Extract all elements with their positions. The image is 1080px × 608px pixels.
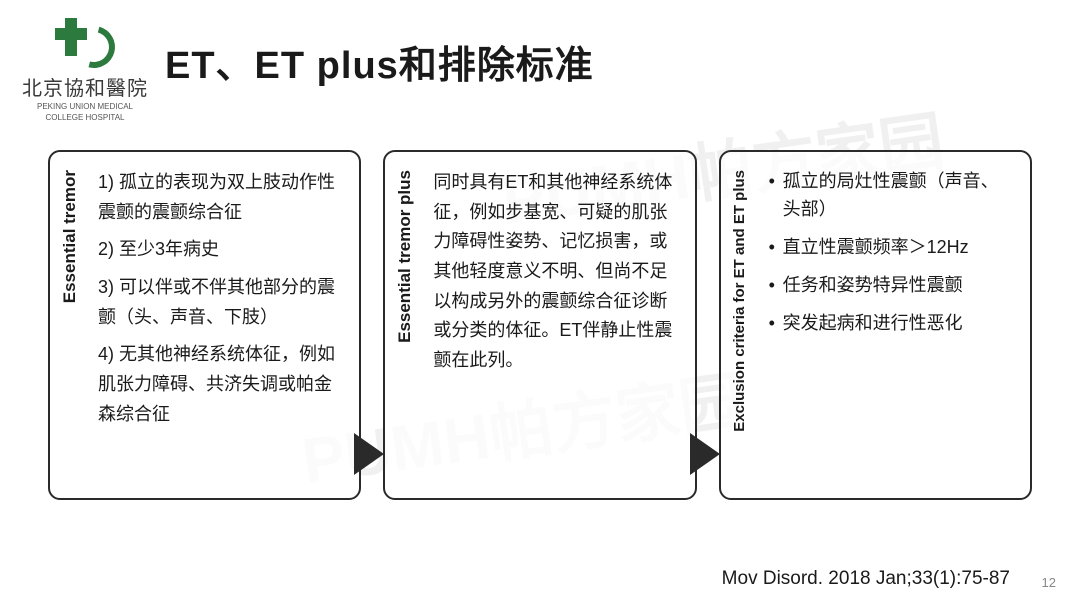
page-number: 12 <box>1042 575 1056 590</box>
column-content: 同时具有ET和其他神经系统体征，例如步基宽、可疑的肌张力障碍性姿势、记忆损害，或… <box>433 168 678 376</box>
bullet-item: 孤立的局灶性震颤（声音、头部） <box>769 168 1014 224</box>
slide-title: ET、ET plus和排除标准 <box>165 34 594 89</box>
arrow-icon <box>693 436 719 472</box>
criteria-text: 同时具有ET和其他神经系统体征，例如步基宽、可疑的肌张力障碍性姿势、记忆损害，或… <box>433 168 678 376</box>
hospital-logo: 北京協和醫院 PEKING UNION MEDICAL COLLEGE HOSP… <box>20 18 150 123</box>
column-essential-tremor-plus: Essential tremor plus 同时具有ET和其他神经系统体征，例如… <box>383 150 696 500</box>
logo-name-en-2: COLLEGE HOSPITAL <box>20 114 150 123</box>
criteria-item: 4) 无其他神经系统体征，例如肌张力障碍、共济失调或帕金森综合征 <box>98 340 343 429</box>
bullet-item: 直立性震颤频率＞12Hz <box>769 234 1014 262</box>
bullet-list: 孤立的局灶性震颤（声音、头部） 直立性震颤频率＞12Hz 任务和姿势特异性震颤 … <box>769 168 1014 337</box>
column-label: Essential tremor <box>60 170 80 303</box>
criteria-columns: Essential tremor 1) 孤立的表现为双上肢动作性震颤的震颤综合征… <box>48 150 1032 500</box>
column-content: 孤立的局灶性震颤（声音、头部） 直立性震颤频率＞12Hz 任务和姿势特异性震颤 … <box>769 168 1014 337</box>
bullet-item: 突发起病和进行性恶化 <box>769 310 1014 338</box>
bullet-item: 任务和姿势特异性震颤 <box>769 272 1014 300</box>
arrow-icon <box>357 436 383 472</box>
criteria-item: 2) 至少3年病史 <box>98 235 343 265</box>
logo-name-cn: 北京協和醫院 <box>20 72 150 101</box>
logo-icon <box>55 18 115 68</box>
criteria-item: 1) 孤立的表现为双上肢动作性震颤的震颤综合征 <box>98 168 343 227</box>
column-label: Exclusion criteria for ET and ET plus <box>731 170 748 432</box>
column-content: 1) 孤立的表现为双上肢动作性震颤的震颤综合征 2) 至少3年病史 3) 可以伴… <box>98 168 343 430</box>
column-essential-tremor: Essential tremor 1) 孤立的表现为双上肢动作性震颤的震颤综合征… <box>48 150 361 500</box>
column-label: Essential tremor plus <box>395 170 415 343</box>
column-exclusion-criteria: Exclusion criteria for ET and ET plus 孤立… <box>719 150 1032 500</box>
citation: Mov Disord. 2018 Jan;33(1):75-87 <box>722 568 1010 590</box>
logo-name-en-1: PEKING UNION MEDICAL <box>20 103 150 112</box>
criteria-item: 3) 可以伴或不伴其他部分的震颤（头、声音、下肢） <box>98 273 343 332</box>
